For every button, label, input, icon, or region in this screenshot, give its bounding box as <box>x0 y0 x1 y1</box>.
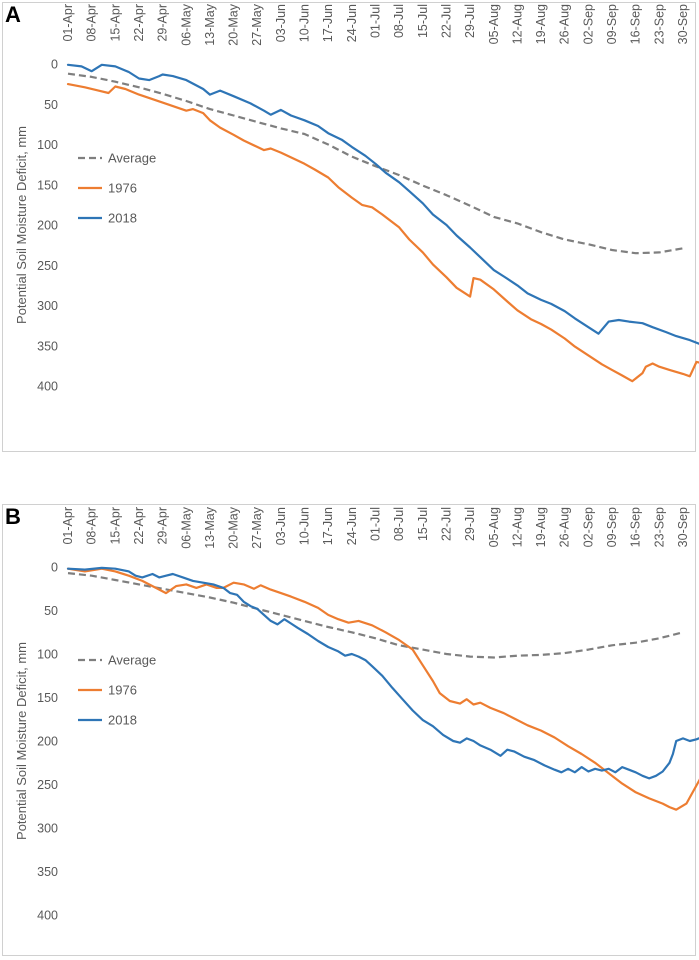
y-tick-label: 100 <box>37 648 58 662</box>
x-tick-label: 15-Jul <box>416 4 430 38</box>
x-tick-label: 01-Jul <box>369 507 383 541</box>
x-tick-label: 13-May <box>203 3 217 45</box>
legend-label-1976: 1976 <box>108 683 137 698</box>
chart-panel-a <box>2 2 696 452</box>
y-tick-label: 50 <box>44 98 58 112</box>
series-line-1976 <box>66 83 699 383</box>
x-tick-label: 22-Jul <box>439 4 453 38</box>
x-tick-label: 06-May <box>179 3 193 45</box>
x-tick-label: 27-May <box>250 3 264 45</box>
x-tick-label: 15-Jul <box>416 507 430 541</box>
x-tick-label: 29-Jul <box>463 507 477 541</box>
series-line-1976 <box>66 567 699 811</box>
panel-label-b: B <box>5 504 21 529</box>
y-tick-label: 300 <box>37 822 58 836</box>
chart-b: 0 50 100 150 200 250 300 350 400 01-Apr 08-Apr 15-A… <box>14 506 699 923</box>
x-tick-label: 12-Aug <box>510 507 524 547</box>
x-tick-label: 09-Sep <box>605 507 619 547</box>
x-tick-label: 16-Sep <box>629 507 643 547</box>
x-tick-label: 22-Apr <box>132 507 146 545</box>
y-tick-label: 50 <box>44 604 58 618</box>
series-line-average <box>67 72 684 255</box>
x-tick-label: 01-Apr <box>61 507 75 545</box>
x-tick-label: 24-Jun <box>345 4 359 42</box>
x-tick-label: 10-Jun <box>298 507 312 545</box>
chart-a: 0 50 100 150 200 250 300 350 400 01-Apr 08-Apr 15-A… <box>14 3 699 394</box>
x-tick-label: 03-Jun <box>274 4 288 42</box>
x-tick-label: 29-Apr <box>156 4 170 42</box>
x-tick-label: 12-Aug <box>510 4 524 44</box>
x-tick-label: 22-Jul <box>439 507 453 541</box>
y-tick-label: 350 <box>37 339 58 353</box>
x-tick-label: 29-Jul <box>463 4 477 38</box>
panel-label-a: A <box>5 2 21 27</box>
y-tick-label: 250 <box>37 259 58 273</box>
legend-label-2018: 2018 <box>108 713 137 728</box>
x-tick-label: 02-Sep <box>581 4 595 44</box>
x-tick-label: 17-Jun <box>321 507 335 545</box>
x-tick-label: 05-Aug <box>487 507 501 547</box>
x-tick-label: 26-Aug <box>558 507 572 547</box>
x-tick-label: 02-Sep <box>581 507 595 547</box>
x-tick-label: 08-Jul <box>392 507 406 541</box>
x-tick-label: 03-Jun <box>274 507 288 545</box>
x-tick-label: 08-Jul <box>392 4 406 38</box>
x-tick-label: 01-Apr <box>61 4 75 42</box>
legend-label-average: Average <box>108 151 156 166</box>
y-tick-label: 350 <box>37 865 58 879</box>
x-tick-label: 10-Jun <box>298 4 312 42</box>
y-tick-label: 100 <box>37 138 58 152</box>
x-tick-label: 01-Jul <box>369 4 383 38</box>
y-tick-label: 0 <box>51 561 58 575</box>
x-tick-label: 27-May <box>250 506 264 548</box>
y-tick-label: 400 <box>37 380 58 394</box>
y-tick-label: 200 <box>37 219 58 233</box>
x-tick-label: 17-Jun <box>321 4 335 42</box>
x-tick-label: 05-Aug <box>487 4 501 44</box>
series-line-average <box>67 572 684 659</box>
x-tick-label: 20-May <box>227 3 241 45</box>
x-tick-label: 08-Apr <box>85 4 99 42</box>
y-axis-title: Potential Soil Moisture Deficit, mm <box>14 642 29 840</box>
x-tick-label: 09-Sep <box>605 4 619 44</box>
x-tick-label: 16-Sep <box>629 4 643 44</box>
x-tick-label: 20-May <box>227 506 241 548</box>
series-line-2018 <box>66 566 699 780</box>
x-tick-label: 26-Aug <box>558 4 572 44</box>
x-tick-label: 06-May <box>179 506 193 548</box>
x-tick-label: 08-Apr <box>85 507 99 545</box>
y-tick-label: 150 <box>37 178 58 192</box>
legend-label-1976: 1976 <box>108 181 137 196</box>
y-tick-label: 250 <box>37 778 58 792</box>
legend-label-average: Average <box>108 653 156 668</box>
y-tick-label: 300 <box>37 299 58 313</box>
x-tick-label: 30-Sep <box>676 4 690 44</box>
x-tick-label: 15-Apr <box>108 507 122 545</box>
y-tick-label: 0 <box>51 58 58 72</box>
x-tick-label: 13-May <box>203 506 217 548</box>
y-tick-label: 150 <box>37 691 58 705</box>
x-tick-label: 15-Apr <box>108 4 122 42</box>
x-tick-label: 23-Sep <box>652 507 666 547</box>
series-line-2018 <box>66 63 699 345</box>
y-tick-label: 400 <box>37 909 58 923</box>
x-tick-label: 24-Jun <box>345 507 359 545</box>
x-tick-label: 22-Apr <box>132 4 146 42</box>
y-tick-label: 200 <box>37 735 58 749</box>
x-tick-label: 19-Aug <box>534 507 548 547</box>
x-tick-label: 29-Apr <box>156 507 170 545</box>
x-tick-label: 19-Aug <box>534 4 548 44</box>
legend-label-2018: 2018 <box>108 211 137 226</box>
x-tick-label: 23-Sep <box>652 4 666 44</box>
x-tick-label: 30-Sep <box>676 507 690 547</box>
y-axis-title: Potential Soil Moisture Deficit, mm <box>14 126 29 324</box>
